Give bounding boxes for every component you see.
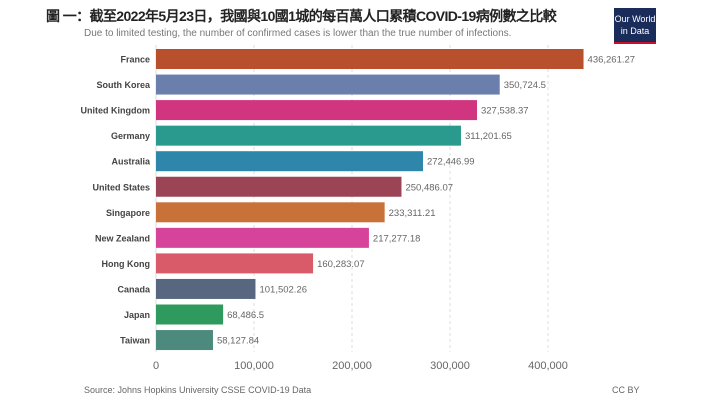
- category-label: Singapore: [106, 208, 150, 218]
- value-label: 350,724.5: [504, 80, 546, 91]
- bar-taiwan: [156, 330, 213, 351]
- category-label: Taiwan: [120, 336, 150, 346]
- bar-south-korea: [156, 74, 500, 95]
- owid-logo[interactable]: Our World in Data: [614, 8, 656, 44]
- bar-united-states: [156, 176, 402, 197]
- category-label: Germany: [111, 131, 150, 141]
- value-label: 217,277.18: [373, 233, 421, 244]
- chart-title: 圖 一：截至2022年5月23日，我國與10國1城的每百萬人口累積COVID-1…: [46, 8, 557, 24]
- license-label[interactable]: CC BY: [612, 385, 640, 395]
- value-label: 311,201.65: [465, 131, 512, 142]
- category-label: Canada: [117, 284, 151, 294]
- bar-hong-kong: [156, 253, 314, 274]
- x-tick-label: 200,000: [332, 360, 372, 372]
- bar-australia: [156, 151, 423, 172]
- bar-united-kingdom: [156, 100, 477, 121]
- bar-france: [156, 49, 584, 69]
- x-tick-label: 300,000: [430, 360, 470, 372]
- value-label: 272,446.99: [427, 157, 475, 168]
- chart-subtitle: Due to limited testing, the number of co…: [84, 28, 512, 39]
- value-label: 436,261.27: [588, 55, 636, 66]
- category-label: France: [120, 55, 150, 65]
- category-label: Hong Kong: [102, 259, 151, 269]
- source-note[interactable]: Source: Johns Hopkins University CSSE CO…: [84, 385, 312, 395]
- category-label: Australia: [111, 157, 151, 167]
- value-label: 101,502.26: [259, 284, 307, 295]
- category-label: United Kingdom: [81, 106, 151, 116]
- value-label: 233,311.21: [389, 208, 436, 219]
- category-label: South Korea: [96, 80, 150, 90]
- bar-japan: [156, 304, 224, 325]
- value-label: 250,486.07: [405, 182, 453, 193]
- bar-germany: [156, 125, 461, 146]
- value-label: 327,538.37: [481, 106, 529, 117]
- category-label: New Zealand: [95, 233, 150, 243]
- value-label: 68,486.5: [227, 310, 264, 321]
- x-tick-label: 0: [153, 360, 159, 372]
- value-label: 160,283.07: [317, 259, 365, 270]
- category-label: United States: [92, 182, 150, 192]
- x-tick-label: 100,000: [234, 360, 274, 372]
- bar-new-zealand: [156, 227, 369, 248]
- bar-canada: [156, 278, 256, 299]
- category-label: Japan: [124, 310, 150, 320]
- bar-singapore: [156, 202, 385, 223]
- value-label: 58,127.84: [217, 336, 259, 347]
- x-tick-label: 400,000: [528, 360, 568, 372]
